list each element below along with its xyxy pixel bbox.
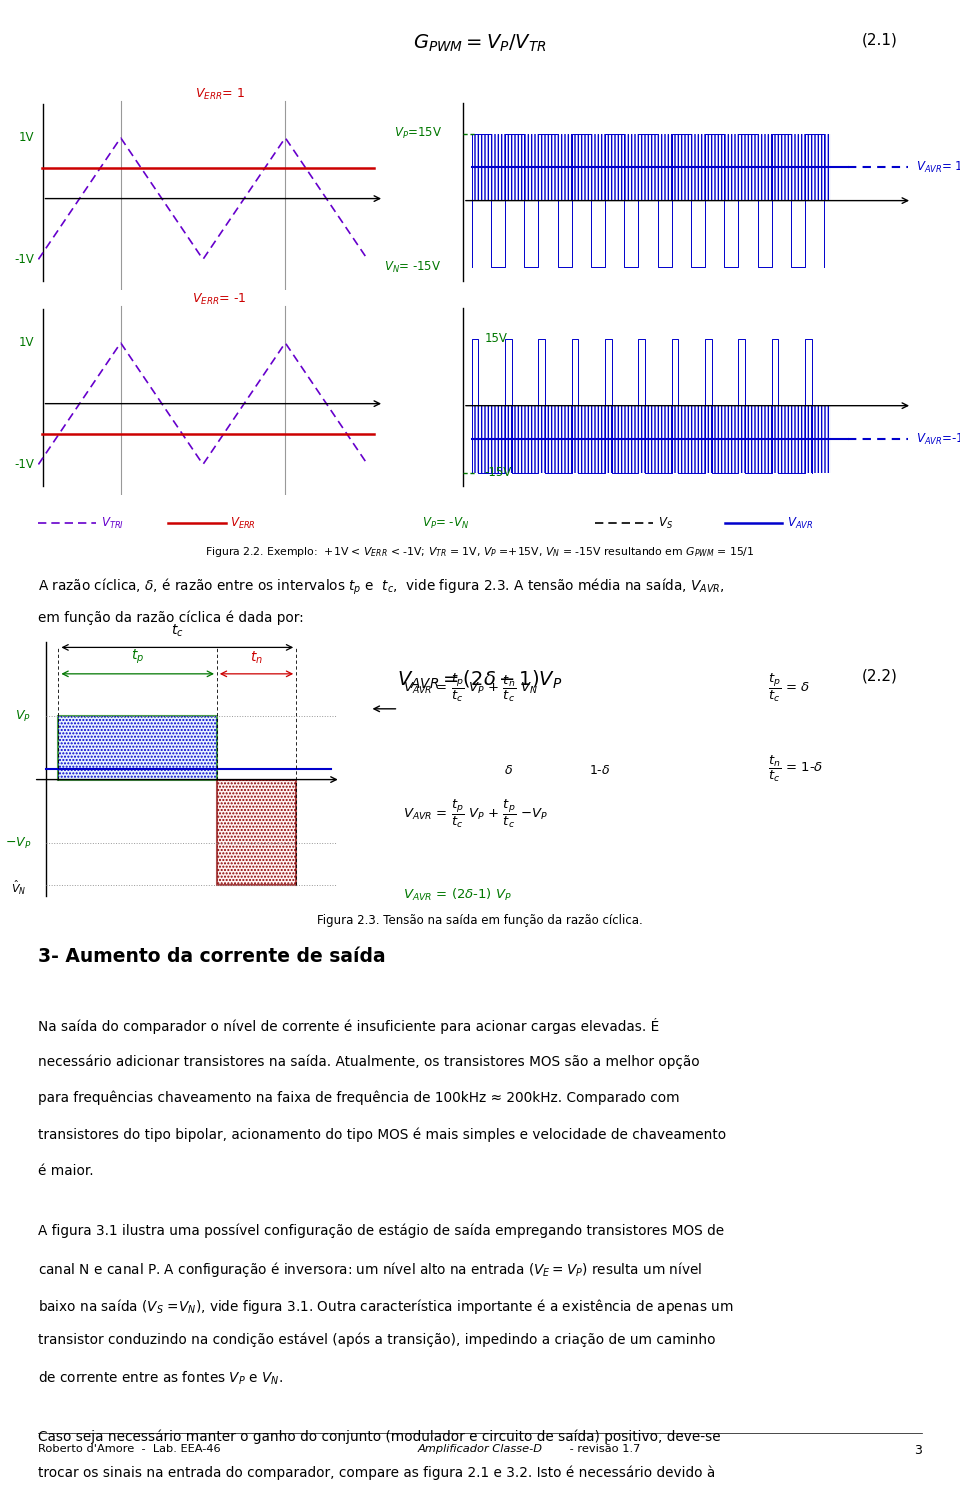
Text: A figura 3.1 ilustra uma possível configuração de estágio de saída empregando tr: A figura 3.1 ilustra uma possível config… bbox=[38, 1224, 725, 1238]
Text: (2.2): (2.2) bbox=[862, 669, 898, 684]
Text: $V_{AVR}$ = $\dfrac{t_p}{t_c}$ $V_P$ + $\dfrac{t_p}{t_c}$ $-V_P$: $V_{AVR}$ = $\dfrac{t_p}{t_c}$ $V_P$ + $… bbox=[403, 798, 548, 831]
Text: de corrente entre as fontes $V_P$ e $V_N$.: de corrente entre as fontes $V_P$ e $V_N… bbox=[38, 1370, 283, 1386]
Text: $\dfrac{t_p}{t_c}$ = $\delta$: $\dfrac{t_p}{t_c}$ = $\delta$ bbox=[768, 672, 810, 704]
Text: $V_{ERR}$= 1: $V_{ERR}$= 1 bbox=[195, 88, 245, 103]
Bar bbox=[59, 716, 217, 780]
Text: Roberto d'Amore  -  Lab. EEA-46: Roberto d'Amore - Lab. EEA-46 bbox=[38, 1444, 221, 1455]
Bar bbox=[217, 780, 296, 886]
Text: $\dfrac{t_n}{t_c}$ = 1-$\delta$: $\dfrac{t_n}{t_c}$ = 1-$\delta$ bbox=[768, 753, 824, 783]
Text: $-V_P$: $-V_P$ bbox=[5, 835, 32, 850]
Text: $V_{AVR}$= 15V: $V_{AVR}$= 15V bbox=[916, 159, 960, 175]
Text: $V_{AVR}$ = (2$\delta$-1) $V_P$: $V_{AVR}$ = (2$\delta$-1) $V_P$ bbox=[403, 887, 513, 903]
Text: -1V: -1V bbox=[14, 253, 35, 266]
Text: $V_S$: $V_S$ bbox=[658, 516, 673, 531]
Text: (2.1): (2.1) bbox=[862, 33, 898, 48]
Text: $V_P$: $V_P$ bbox=[15, 709, 32, 724]
Text: 1V: 1V bbox=[19, 336, 35, 349]
Bar bbox=[471, 406, 830, 473]
Text: 1V: 1V bbox=[19, 131, 35, 144]
Text: é maior.: é maior. bbox=[38, 1164, 94, 1177]
Text: transistores do tipo bipolar, acionamento do tipo MOS é mais simples e velocidad: transistores do tipo bipolar, acionament… bbox=[38, 1126, 727, 1141]
Text: $V_{AVR}$: $V_{AVR}$ bbox=[787, 516, 813, 531]
Text: $V_{ERR}$: $V_{ERR}$ bbox=[230, 516, 256, 531]
Text: 3- Aumento da corrente de saída: 3- Aumento da corrente de saída bbox=[38, 947, 386, 966]
Text: $V_{TRI}$: $V_{TRI}$ bbox=[101, 516, 124, 531]
Text: - revisão 1.7: - revisão 1.7 bbox=[566, 1444, 640, 1455]
Text: $V_P$=15V: $V_P$=15V bbox=[394, 126, 442, 141]
Text: $t_c$: $t_c$ bbox=[171, 623, 183, 639]
Text: para frequências chaveamento na faixa de frequência de 100kHz ≈ 200kHz. Comparad: para frequências chaveamento na faixa de… bbox=[38, 1091, 680, 1106]
Text: Na saída do comparador o nível de corrente é insuficiente para acionar cargas el: Na saída do comparador o nível de corren… bbox=[38, 1018, 660, 1034]
Text: $V_{AVR}$ = $\dfrac{t_p}{t_c}$ $V_P$ + $\dfrac{t_n}{t_c}$ $V_N$: $V_{AVR}$ = $\dfrac{t_p}{t_c}$ $V_P$ + $… bbox=[403, 672, 539, 704]
Text: baixo na saída ($V_S$ =$V_N$), vide figura 3.1. Outra característica importante : baixo na saída ($V_S$ =$V_N$), vide figu… bbox=[38, 1296, 734, 1315]
Text: $V_{AVR} = (2\delta - 1)V_P$: $V_{AVR} = (2\delta - 1)V_P$ bbox=[397, 669, 563, 691]
Text: canal N e canal P. A configuração é inversora: um nível alto na entrada ($V_E = : canal N e canal P. A configuração é inve… bbox=[38, 1260, 703, 1279]
Text: $V_{AVR}$=-15V: $V_{AVR}$=-15V bbox=[916, 431, 960, 447]
Text: -1V: -1V bbox=[14, 458, 35, 471]
Text: 3: 3 bbox=[914, 1444, 922, 1458]
Text: Amplificador Classe-D: Amplificador Classe-D bbox=[418, 1444, 542, 1455]
Text: A razão cíclica, $\delta$, é razão entre os intervalos $t_p$ e  $t_c$,  vide fig: A razão cíclica, $\delta$, é razão entre… bbox=[38, 577, 726, 597]
Text: $t_p$: $t_p$ bbox=[132, 648, 144, 666]
Text: transistor conduzindo na condição estável (após a transição), impedindo a criaçã: transistor conduzindo na condição estáve… bbox=[38, 1333, 716, 1348]
Bar bbox=[59, 716, 217, 780]
Text: 15V: 15V bbox=[485, 333, 507, 345]
Text: $t_n$: $t_n$ bbox=[250, 649, 263, 666]
Text: $\hat{V}_N$: $\hat{V}_N$ bbox=[11, 878, 26, 898]
Text: trocar os sinais na entrada do comparador, compare as figura 2.1 e 3.2. Isto é n: trocar os sinais na entrada do comparado… bbox=[38, 1465, 715, 1480]
Text: $G_{PWM} = V_P / V_{TR}$: $G_{PWM} = V_P / V_{TR}$ bbox=[413, 33, 547, 53]
Bar bbox=[217, 780, 296, 886]
Text: necessário adicionar transistores na saída. Atualmente, os transistores MOS são : necessário adicionar transistores na saí… bbox=[38, 1055, 700, 1068]
Text: $V_N$= -15V: $V_N$= -15V bbox=[384, 260, 442, 275]
Text: Figura 2.2. Exemplo:  +1V < $V_{ERR}$ < -1V; $V_{TR}$ = 1V, $V_P$ =+15V, $V_N$ =: Figura 2.2. Exemplo: +1V < $V_{ERR}$ < -… bbox=[205, 545, 755, 559]
Text: $V_P$= -$V_N$: $V_P$= -$V_N$ bbox=[422, 516, 469, 531]
Text: $V_{ERR}$= -1: $V_{ERR}$= -1 bbox=[192, 293, 247, 308]
Text: em função da razão cíclica é dada por:: em função da razão cíclica é dada por: bbox=[38, 611, 304, 626]
Bar bbox=[471, 134, 830, 201]
Text: $\delta$: $\delta$ bbox=[504, 764, 514, 777]
Text: Caso seja necessário manter o ganho do conjunto (modulador e circuito de saída) : Caso seja necessário manter o ganho do c… bbox=[38, 1430, 721, 1444]
Text: Figura 2.3. Tensão na saída em função da razão cíclica.: Figura 2.3. Tensão na saída em função da… bbox=[317, 914, 643, 927]
Text: 1-$\delta$: 1-$\delta$ bbox=[589, 764, 611, 777]
Text: -15V: -15V bbox=[485, 467, 512, 478]
